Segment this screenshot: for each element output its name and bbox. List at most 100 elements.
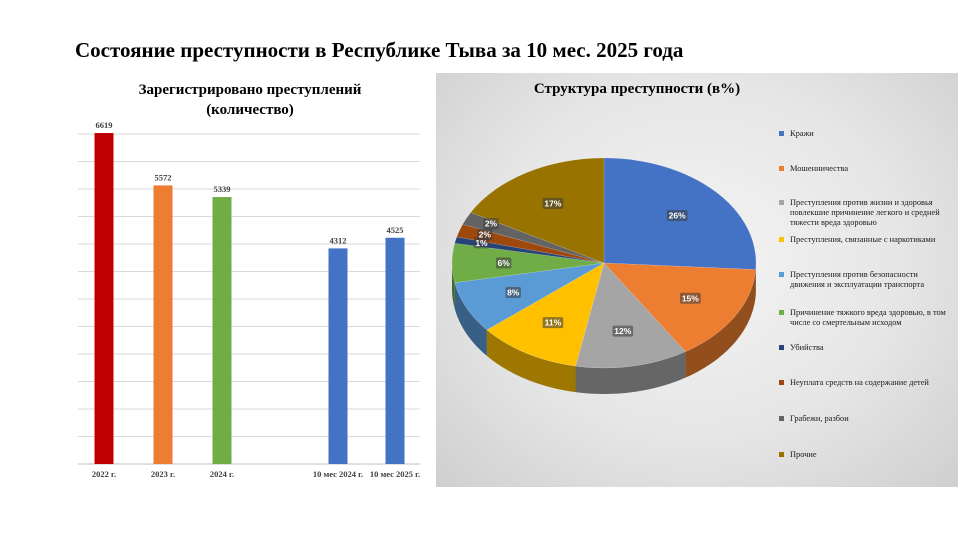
- legend-item: Убийства: [779, 343, 954, 353]
- pie-slice: [456, 224, 605, 264]
- legend-label: Кражи: [790, 129, 814, 138]
- pie-slice: [454, 262, 605, 331]
- legend-label: Причинение тяжкого вреда здоровью, в том…: [790, 308, 946, 327]
- legend-item: Прочие: [779, 450, 954, 460]
- bar-value-label: 5339: [214, 184, 231, 194]
- legend-swatch: [779, 166, 784, 171]
- bar-chart: 6619 2022 г. 5572 2023 г. 5339 2024 г. 4312 10 …: [78, 120, 420, 479]
- bar: [94, 133, 114, 465]
- legend-item: Преступления против безопасности движени…: [779, 270, 954, 290]
- bar-value-label: 4525: [387, 225, 404, 235]
- pie-data-label: 26%: [666, 210, 688, 222]
- legend-label: Преступления против безопасности движени…: [790, 270, 925, 289]
- legend-swatch: [779, 345, 784, 350]
- pie-data-label-text: 2%: [479, 229, 492, 239]
- pie-slice-side: [452, 263, 455, 309]
- pie-slice: [454, 236, 605, 264]
- pie-data-label-text: 26%: [669, 211, 686, 221]
- pie-data-label: 1%: [473, 237, 490, 249]
- bar: [328, 248, 348, 464]
- pie-chart: 26%15%12%11%8%6%1%2%2%17%: [451, 157, 757, 394]
- pie-data-label-box: [680, 292, 701, 304]
- pie-data-label-text: 12%: [614, 326, 631, 336]
- bar-chart-title-line1: Зарегистрировано преступлений: [138, 82, 362, 98]
- bar-category-label: 2022 г.: [92, 469, 116, 479]
- legend-swatch: [779, 272, 784, 277]
- bar-category-label: 10 мес 2025 г.: [370, 469, 420, 479]
- pie-slices: [451, 157, 757, 369]
- legend-label: Преступления, связанные с наркотиками: [790, 235, 936, 244]
- pie-data-label: 12%: [612, 325, 634, 337]
- bar: [212, 197, 232, 465]
- legend-item: Причинение тяжкого вреда здоровью, в том…: [779, 308, 954, 328]
- legend-item: Преступления, связанные с наркотиками: [779, 235, 954, 245]
- pie-data-label: 6%: [495, 257, 512, 269]
- pie-slice-side: [575, 351, 686, 394]
- pie-slice: [603, 262, 756, 352]
- bar-value-label: 4312: [330, 235, 347, 245]
- legend-swatch: [779, 131, 784, 136]
- pie-chart-panel: 26% 15% 12% 11% 8% 6% 1% 2% 2% 17% Структура прес…: [436, 73, 958, 487]
- legend-item: Неуплата средств на содержание детей: [779, 378, 954, 388]
- legend-item: Мошенничества: [779, 164, 954, 174]
- pie-data-label-box: [542, 197, 564, 209]
- bar-category-label: 10 мес 2024 г.: [313, 469, 363, 479]
- legend-swatch: [779, 237, 784, 242]
- pie-slice: [575, 262, 686, 369]
- pie-slice-side: [454, 282, 487, 356]
- legend-swatch: [779, 310, 784, 315]
- legend-item: Кражи: [779, 129, 954, 139]
- pie-slice-side: [685, 269, 756, 378]
- legend-label: Преступления против жизни и здоровья пов…: [790, 198, 940, 227]
- legend-swatch: [779, 416, 784, 421]
- bar-chart-title-line2: (количество): [206, 102, 294, 118]
- bar-category-label: 2024 г.: [210, 469, 234, 479]
- pie-data-label-box: [483, 218, 499, 230]
- legend-label: Прочие: [790, 450, 817, 459]
- bar-category-label: 2023 г.: [151, 469, 175, 479]
- bar-gridlines: [78, 133, 420, 465]
- legend-item: Преступления против жизни и здоровья пов…: [779, 198, 954, 228]
- legend-swatch: [779, 452, 784, 457]
- pie-data-label-text: 6%: [498, 258, 511, 268]
- pie-data-label-text: 8%: [507, 288, 520, 298]
- pie-slice: [470, 157, 605, 264]
- bar-value-label: 5572: [155, 172, 172, 182]
- pie-data-label-box: [542, 317, 564, 329]
- legend-label: Неуплата средств на содержание детей: [790, 378, 929, 387]
- bar-chart-title: Зарегистрировано преступлений (количеств…: [74, 80, 426, 120]
- legend-item: Грабежи, разбои: [779, 414, 954, 424]
- legend-label: Убийства: [790, 343, 824, 352]
- pie-data-label-text: 15%: [682, 293, 699, 303]
- pie-data-label-box: [473, 237, 490, 249]
- pie-data-label: 15%: [680, 292, 701, 304]
- pie-data-label-box: [495, 257, 512, 269]
- legend-swatch: [779, 200, 784, 205]
- pie-chart-title: Структура преступности (в%): [533, 81, 741, 97]
- pie-data-labels: 26%15%12%11%8%6%1%2%2%17%: [473, 197, 701, 337]
- pie-data-label-text: 17%: [544, 198, 561, 208]
- page-title: Состояние преступности в Республике Тыва…: [75, 38, 684, 62]
- pie-data-label: 2%: [483, 218, 499, 230]
- bar-value-label: 6619: [96, 120, 113, 130]
- pie-data-label-text: 2%: [485, 219, 498, 229]
- bar: [153, 185, 173, 464]
- pie-data-label: 17%: [542, 197, 564, 209]
- pie-data-label: 2%: [477, 228, 493, 240]
- pie-data-label-text: 11%: [545, 318, 562, 328]
- pie-data-label-box: [477, 228, 493, 240]
- legend-label: Грабежи, разбои: [790, 414, 849, 423]
- legend-swatch: [779, 380, 784, 385]
- legend-label: Мошенничества: [790, 164, 849, 173]
- pie-slice-side: [486, 329, 576, 393]
- pie-data-label-text: 1%: [475, 238, 488, 248]
- pie-side-walls: [452, 263, 756, 394]
- pie-slice: [451, 243, 605, 283]
- bar-chart-panel: 6619 2022 г. 5572 2023 г. 5339 2024 г. 4312 10 …: [74, 76, 426, 486]
- pie-data-label-box: [612, 325, 634, 337]
- pie-data-label: 8%: [505, 287, 521, 299]
- pie-data-label-box: [666, 210, 688, 222]
- bar: [385, 237, 405, 464]
- pie-data-label-box: [505, 287, 521, 299]
- pie-data-label: 11%: [542, 317, 564, 329]
